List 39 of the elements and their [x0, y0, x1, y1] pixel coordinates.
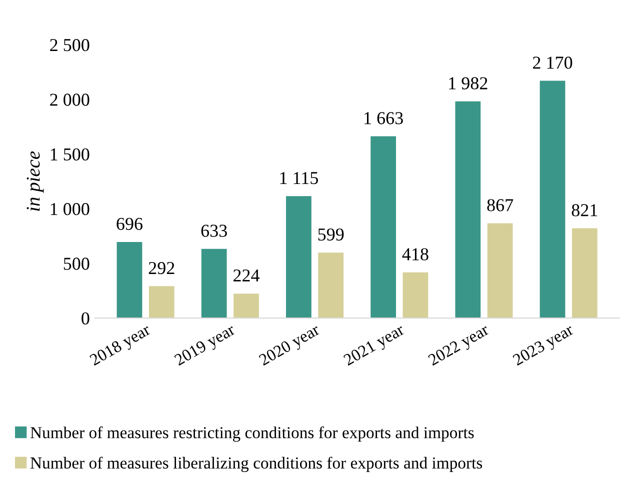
data-label: 821 [572, 204, 598, 216]
bar [318, 252, 344, 318]
bar [402, 272, 428, 318]
data-label: 599 [318, 228, 344, 241]
x-tick-label: 2019 year [174, 323, 238, 369]
y-tick-label: 2 000 [50, 94, 90, 106]
data-label: 292 [148, 262, 174, 274]
y-tick-label: 0 [82, 312, 90, 325]
data-label: 1 663 [364, 112, 403, 124]
bar [487, 223, 513, 318]
x-tick-label: 2022 year [428, 323, 492, 369]
data-label: 867 [487, 199, 514, 212]
x-tick-label: 2023 year [512, 323, 576, 369]
y-axis-title: in piece [26, 151, 44, 211]
bar [286, 196, 312, 318]
legend-label: Number of measures liberalizing conditions for exports and imports [30, 456, 482, 472]
x-tick-label: 2021 year [342, 323, 407, 369]
y-tick-label: 1 500 [50, 148, 90, 161]
data-label: 418 [402, 248, 428, 260]
bar [116, 242, 142, 318]
y-tick-label: 1 000 [50, 202, 90, 216]
bar [455, 101, 481, 318]
data-label: 1 115 [280, 172, 318, 184]
bar [572, 228, 598, 318]
legend-label: Number of measures restricting conditions for exports and imports [30, 426, 474, 442]
data-label: 1 982 [449, 77, 488, 90]
bar [234, 294, 259, 318]
data-label: 224 [233, 269, 260, 282]
bar [201, 248, 227, 318]
y-tick-label: 2 500 [50, 38, 90, 52]
y-tick-label: 500 [64, 258, 90, 270]
data-label: 633 [201, 224, 227, 237]
x-tick-label: 2018 year [89, 323, 153, 369]
bar [540, 80, 566, 318]
bar [370, 136, 396, 318]
bar [148, 286, 174, 318]
data-label: 2 170 [533, 56, 572, 69]
x-tick-label: 2020 year [258, 323, 322, 369]
data-label: 696 [116, 218, 142, 230]
